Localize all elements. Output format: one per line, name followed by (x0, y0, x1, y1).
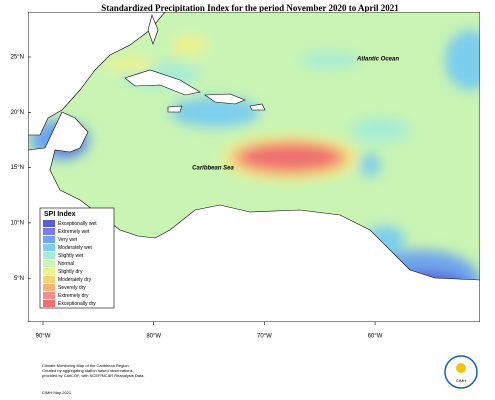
legend-swatch (43, 244, 55, 251)
lat-tick-label: 10°N (11, 220, 24, 226)
legend-swatch (43, 284, 55, 291)
footer-line: Climate Monitoring Map of the Caribbean … (42, 363, 130, 368)
ticks: 25°N 20°N 15°N 10°N 5°N 90°W 80°W 70°W 60°W (11, 55, 383, 340)
footer-line: Created by aggregating station based obs… (42, 368, 134, 373)
legend-label: Slightly dry (58, 269, 83, 275)
title: Standardized Precipitation Index for the… (101, 3, 399, 13)
logo-text: CIMH (456, 378, 466, 383)
lat-tick-label: 15°N (11, 165, 24, 171)
legend-swatch (43, 228, 55, 235)
legend-title: SPI Index (44, 211, 76, 218)
legend-swatch (43, 260, 55, 267)
lat-tick-label: 5°N (14, 276, 24, 282)
footer: CIMH May-2021 CIMH Climate Monitoring Ma… (42, 355, 478, 395)
lon-tick-label: 90°W (36, 334, 51, 340)
lat-tick-label: 20°N (11, 110, 24, 116)
legend-label: Normal (58, 261, 74, 267)
legend-label: Exceptionally wet (58, 221, 97, 227)
lon-tick-label: 70°W (257, 334, 272, 340)
legend-label: Severely dry (58, 285, 86, 291)
lon-tick-label: 80°W (146, 334, 161, 340)
legend-label: Moderately dry (58, 277, 92, 283)
legend-swatch (43, 220, 55, 227)
lat-tick-label: 25°N (11, 55, 24, 61)
legend-swatch (43, 236, 55, 243)
legend-swatch (43, 252, 55, 259)
legend-swatch (43, 292, 55, 299)
lon-tick-label: 60°W (368, 334, 383, 340)
logo-sun (456, 363, 466, 373)
legend-label: Very wet (58, 237, 78, 243)
sea-label: Caribbean Sea (192, 166, 234, 172)
legend-swatch (43, 276, 55, 283)
legend-swatch (43, 300, 55, 307)
land (28, 12, 480, 322)
ocean-label: Atlantic Ocean (356, 57, 399, 63)
legend-label: Extremely dry (58, 293, 89, 299)
legend-label: Moderately wet (58, 245, 93, 251)
legend: SPI Index Exceptionally wet Extremely wet… (39, 207, 115, 309)
credit: CIMH May-2021 (42, 390, 72, 395)
footer-line: provided by CariCOF, with NCEP/NCAR Rean… (42, 373, 144, 378)
legend-swatch (43, 268, 55, 275)
legend-label: Slightly wet (58, 253, 84, 259)
map-area (28, 12, 480, 322)
legend-label: Extremely wet (58, 229, 90, 235)
legend-label: Exceptionally dry (58, 301, 96, 307)
